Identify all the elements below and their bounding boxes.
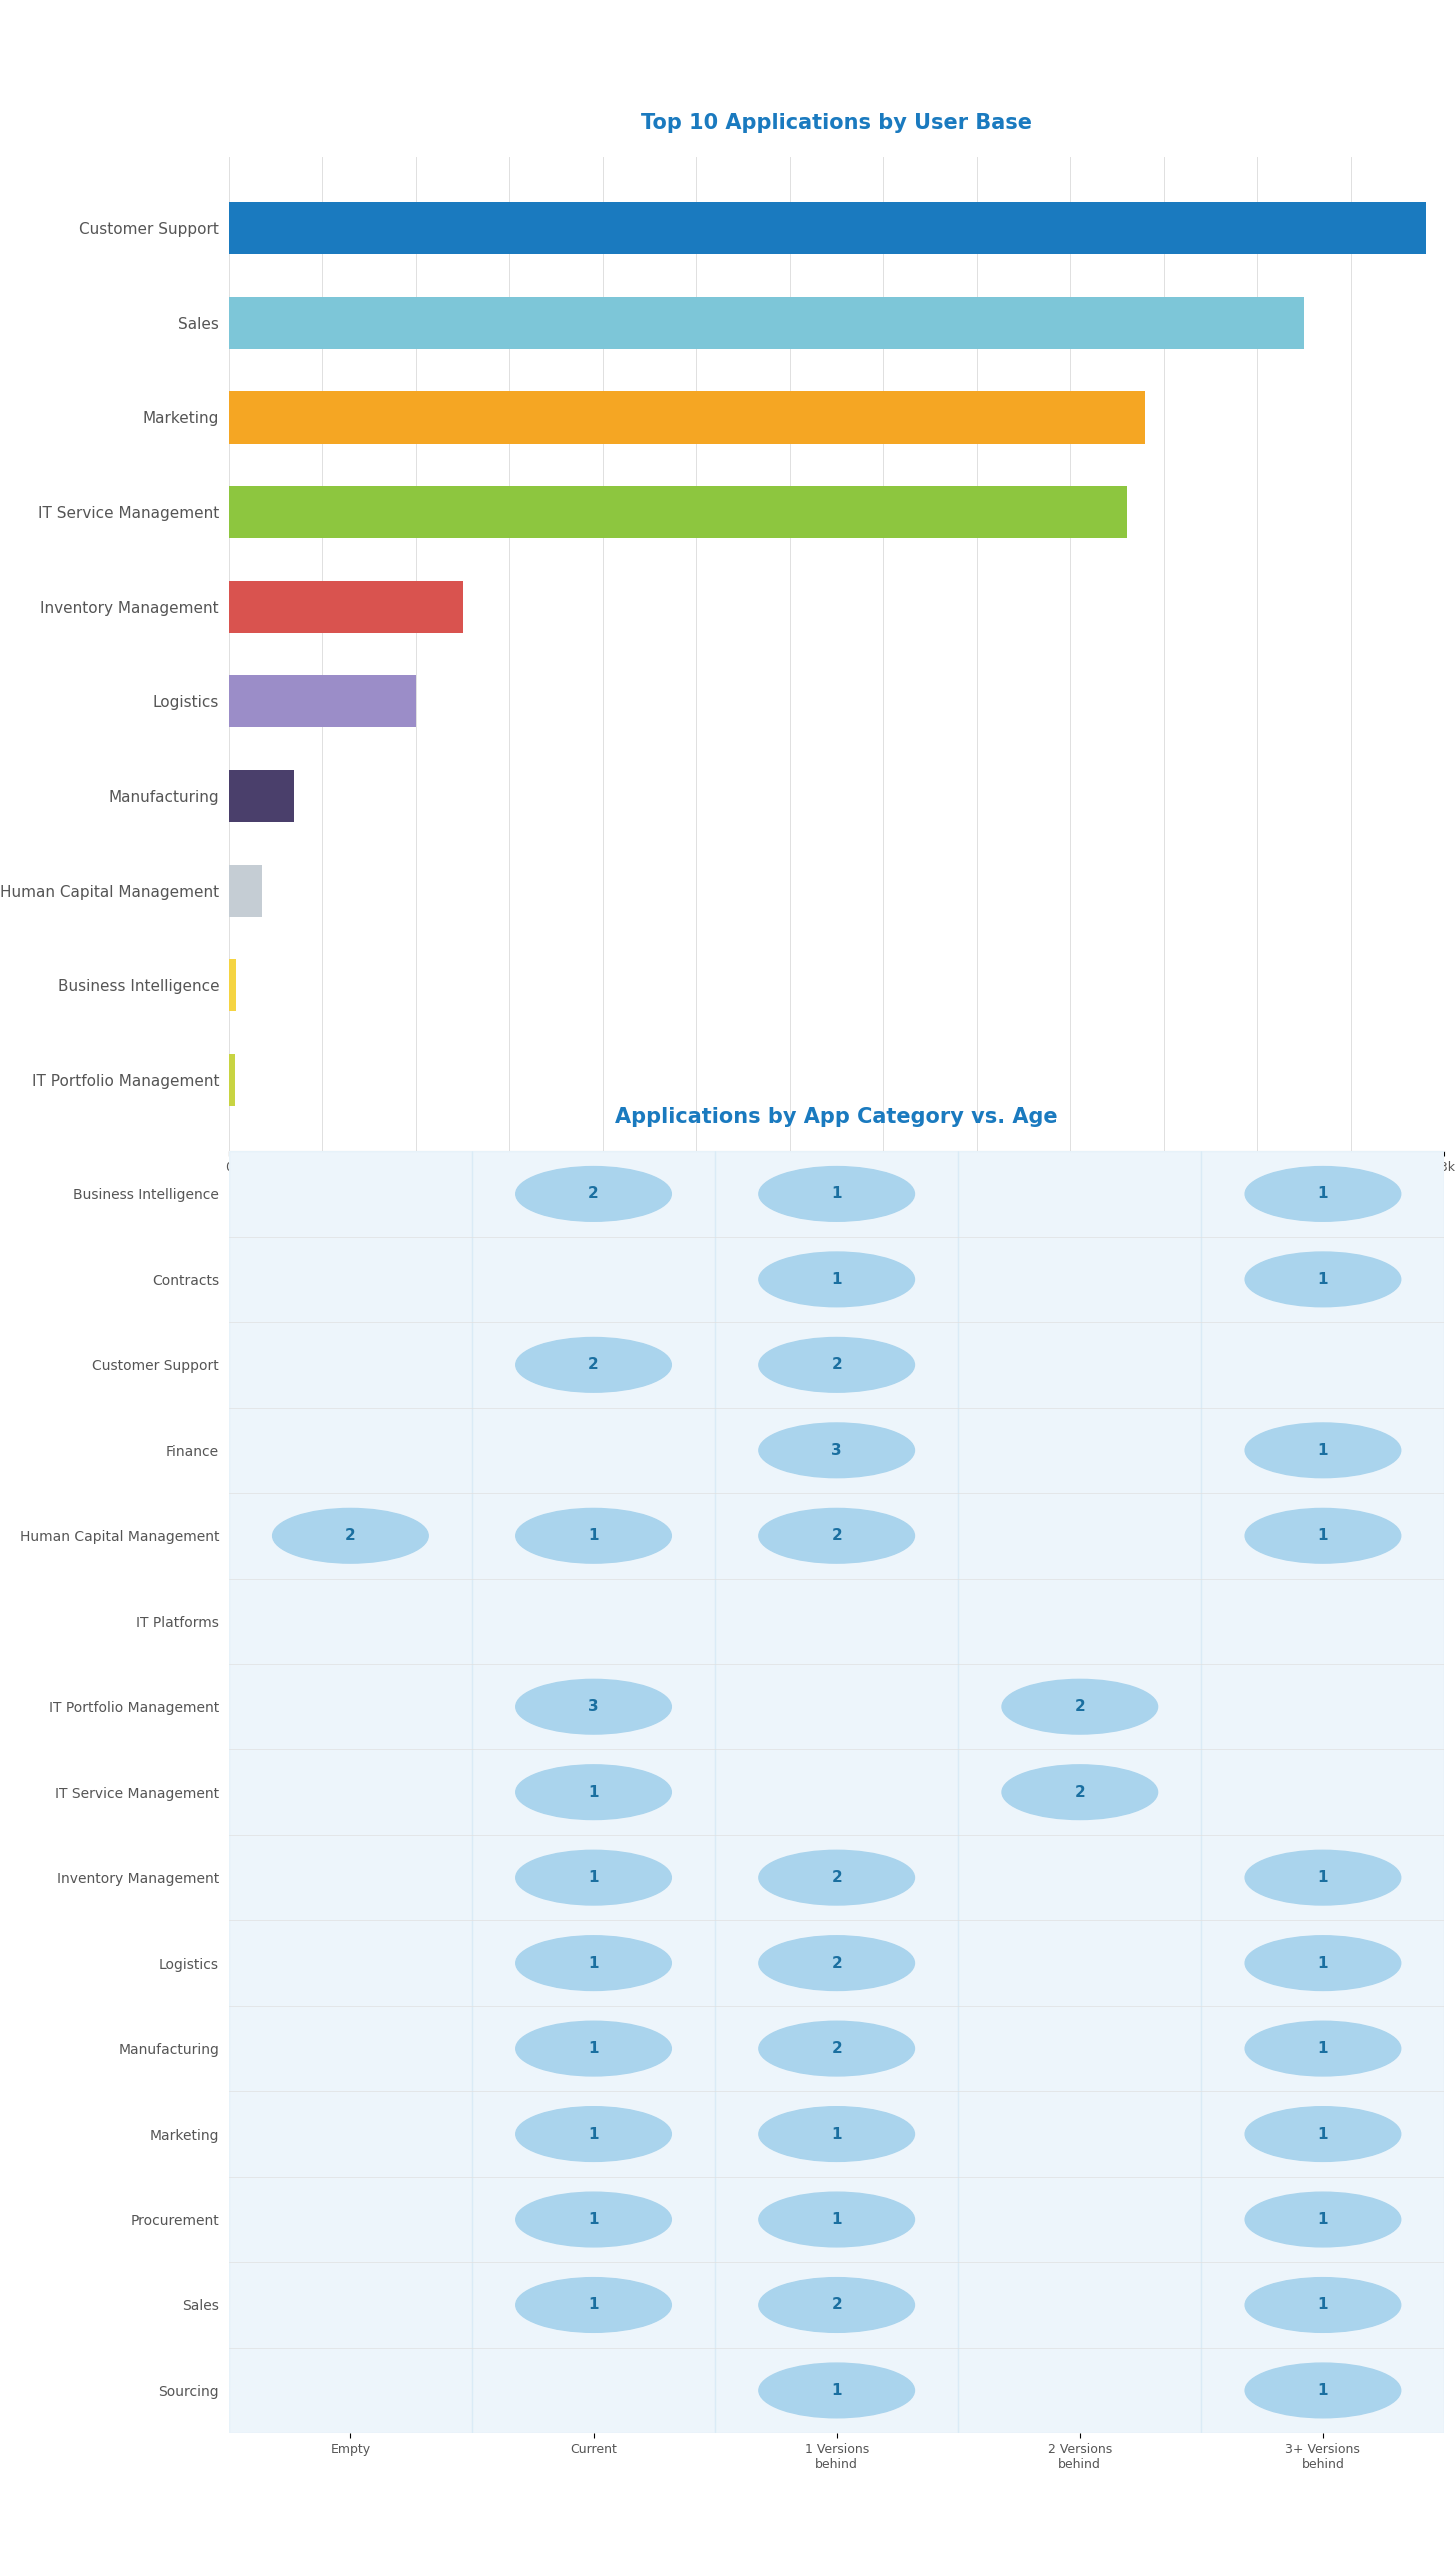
Text: 2: 2 [831, 1869, 842, 1885]
Bar [229, 769, 294, 823]
Text: 2: 2 [831, 1528, 842, 1544]
Circle shape [1245, 1936, 1401, 1990]
Circle shape [515, 1679, 671, 1733]
Circle shape [515, 1764, 671, 1820]
Title: Applications by App Category vs. Age: Applications by App Category vs. Age [616, 1108, 1059, 1128]
Circle shape [1245, 1423, 1401, 1477]
Text: 1: 1 [1318, 1528, 1328, 1544]
Circle shape [759, 2364, 914, 2418]
X-axis label: Total active user count: Total active user count [750, 1185, 923, 1200]
Text: 1: 1 [1318, 2297, 1328, 2313]
Circle shape [1245, 2277, 1401, 2333]
Text: 1: 1 [831, 1272, 842, 1287]
Text: 1: 1 [588, 2126, 598, 2141]
Circle shape [1245, 1251, 1401, 1308]
Text: 1: 1 [588, 1956, 598, 1972]
Circle shape [1245, 1851, 1401, 1905]
Circle shape [515, 1338, 671, 1392]
Bar [229, 864, 262, 918]
Circle shape [759, 2277, 914, 2333]
Circle shape [1245, 1508, 1401, 1564]
Circle shape [1245, 1167, 1401, 1220]
Circle shape [1245, 2364, 1401, 2418]
Text: 1: 1 [1318, 2382, 1328, 2397]
Bar [229, 297, 1305, 349]
Text: 1: 1 [588, 2213, 598, 2228]
Circle shape [759, 1508, 914, 1564]
Circle shape [515, 2192, 671, 2246]
Bar [229, 579, 463, 633]
Text: 2: 2 [345, 1528, 355, 1544]
Bar [958, 1151, 1201, 2433]
Text: 1: 1 [588, 1785, 598, 1800]
Circle shape [759, 2020, 914, 2077]
Text: Application Landscape Example Dashboards: Application Landscape Example Dashboards [457, 64, 1216, 92]
Title: Top 10 Applications by User Base: Top 10 Applications by User Base [641, 113, 1032, 133]
Text: 1: 1 [588, 1869, 598, 1885]
Circle shape [759, 1423, 914, 1477]
Bar [229, 1054, 236, 1105]
Bar [229, 1151, 472, 2433]
Text: 1: 1 [588, 2297, 598, 2313]
Text: 1: 1 [588, 1528, 598, 1544]
Text: 2: 2 [831, 2041, 842, 2056]
Circle shape [1245, 2192, 1401, 2246]
Text: 2: 2 [1075, 1700, 1085, 1715]
Circle shape [515, 1936, 671, 1990]
Circle shape [1002, 1764, 1158, 1820]
Circle shape [759, 1936, 914, 1990]
Text: 1: 1 [831, 2213, 842, 2228]
Text: 2: 2 [588, 1187, 598, 1203]
Text: 2: 2 [588, 1356, 598, 1372]
Bar [229, 203, 1425, 254]
Text: 2: 2 [831, 1956, 842, 1972]
Circle shape [515, 1851, 671, 1905]
Bar [472, 1151, 715, 2433]
Bar [229, 487, 1127, 538]
Circle shape [515, 1167, 671, 1220]
Text: 1: 1 [1318, 1869, 1328, 1885]
Bar [229, 392, 1146, 444]
Text: 2: 2 [831, 1356, 842, 1372]
Circle shape [1002, 1679, 1158, 1733]
Text: infopulse: infopulse [772, 2487, 901, 2510]
Text: 1: 1 [1318, 2041, 1328, 2056]
Text: 3: 3 [831, 1444, 842, 1459]
Text: 1: 1 [1318, 2126, 1328, 2141]
Text: 2: 2 [1075, 1785, 1085, 1800]
Text: 1: 1 [588, 2041, 598, 2056]
Circle shape [515, 2108, 671, 2161]
Circle shape [759, 2192, 914, 2246]
Circle shape [515, 2277, 671, 2333]
Text: 1: 1 [1318, 2213, 1328, 2228]
Text: 1: 1 [1318, 1444, 1328, 1459]
Text: 1: 1 [831, 1187, 842, 1203]
Bar [229, 674, 416, 728]
Circle shape [1245, 2108, 1401, 2161]
Text: 1: 1 [831, 2126, 842, 2141]
Circle shape [759, 2108, 914, 2161]
Text: 2: 2 [831, 2297, 842, 2313]
Bar [1201, 1151, 1444, 2433]
Circle shape [515, 2020, 671, 2077]
Text: 1: 1 [1318, 1187, 1328, 1203]
Circle shape [759, 1851, 914, 1905]
Circle shape [759, 1251, 914, 1308]
Circle shape [759, 1338, 914, 1392]
Circle shape [515, 1508, 671, 1564]
Bar [715, 1151, 958, 2433]
Text: 1: 1 [1318, 1272, 1328, 1287]
Circle shape [759, 1167, 914, 1220]
Text: 1: 1 [1318, 1956, 1328, 1972]
Bar [229, 959, 236, 1010]
Text: 1: 1 [831, 2382, 842, 2397]
Circle shape [1245, 2020, 1401, 2077]
Text: 3: 3 [588, 1700, 598, 1715]
Circle shape [272, 1508, 428, 1564]
